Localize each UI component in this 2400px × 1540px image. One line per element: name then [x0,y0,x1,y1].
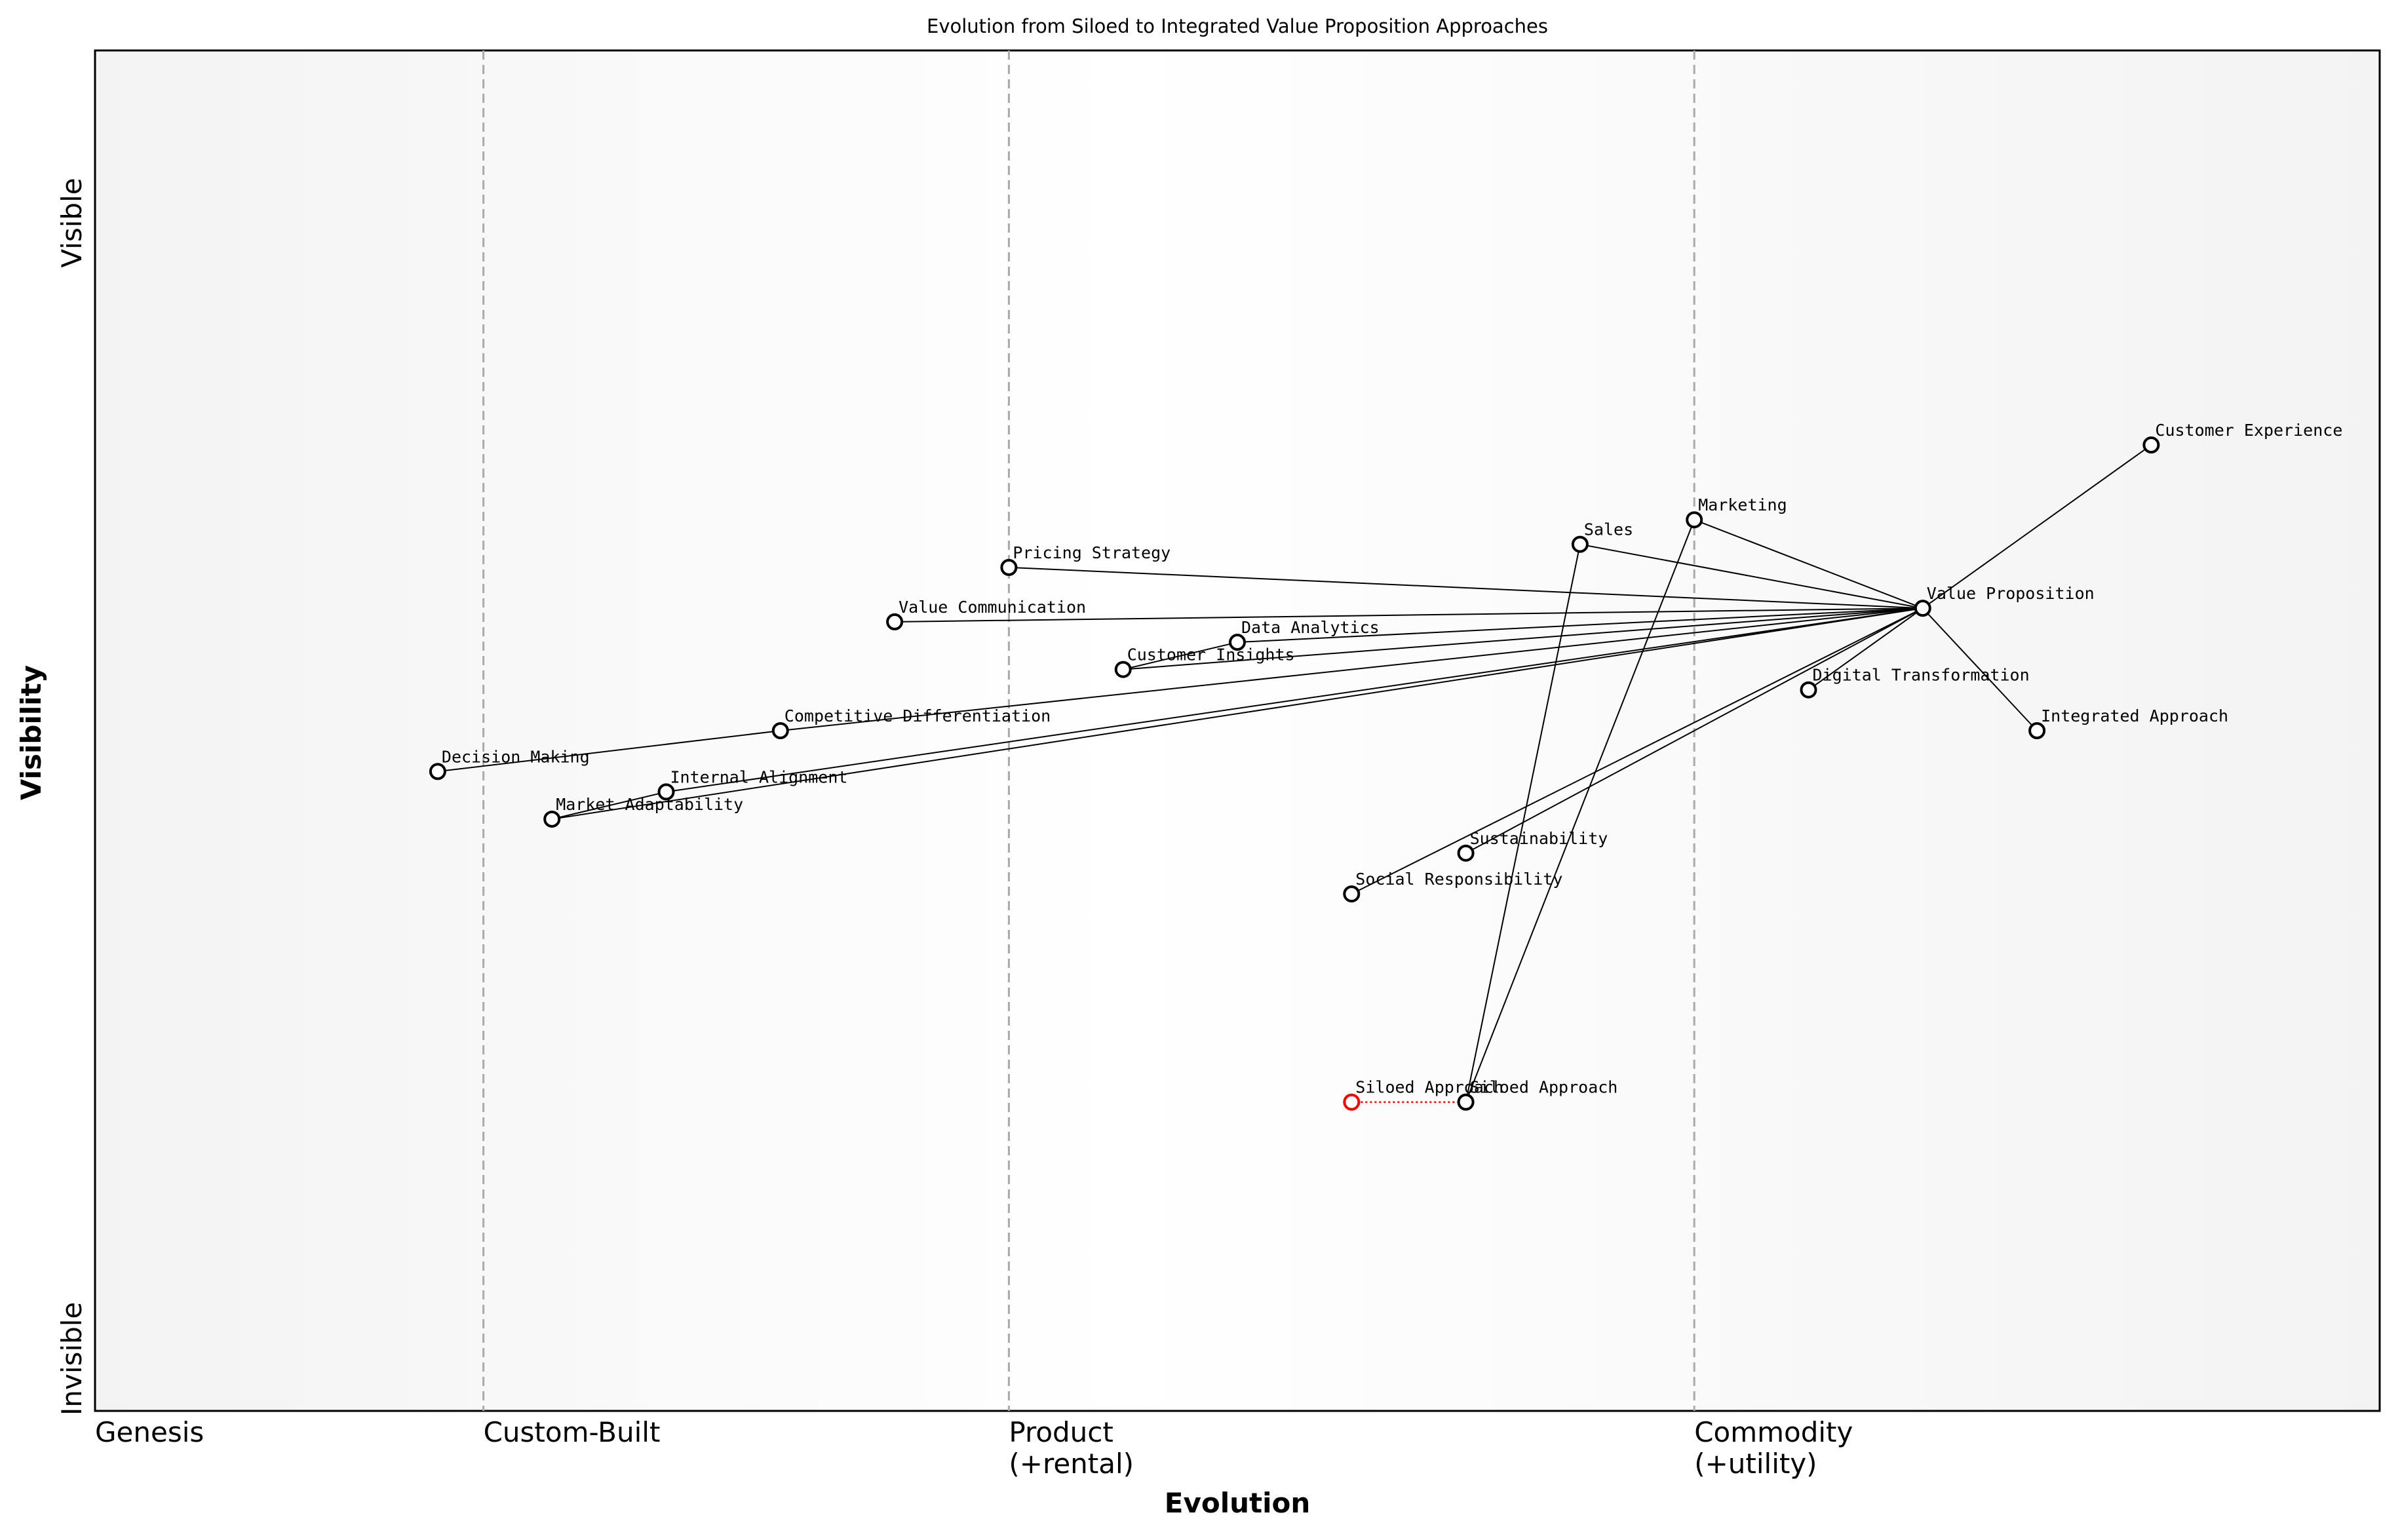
node-label: Integrated Approach [2041,706,2228,725]
link [1237,607,1923,644]
node [429,763,446,780]
node [657,783,675,801]
link [1123,642,1238,670]
stage-label: Product (+rental) [1009,1416,1134,1480]
node [1343,885,1361,903]
stage-label: Genesis [95,1416,204,1448]
node [1457,1093,1475,1111]
node-label: Digital Transformation [1813,666,2030,685]
link [1579,543,1923,609]
stage-label-line: (+rental) [1009,1448,1134,1480]
node [1571,535,1589,553]
link [551,791,667,820]
node-label: Siloed Approach [1470,1078,1618,1097]
stage-label-line: Genesis [95,1416,204,1448]
link [437,730,781,773]
node [771,722,789,739]
node-label: Internal Alignment [670,767,848,786]
link [1123,607,1923,670]
node [1343,1093,1361,1111]
stage-label: Custom-Built [484,1416,661,1448]
node-label: Data Analytics [1241,618,1380,637]
link [1009,566,1923,609]
plot-area [94,49,2381,1412]
node [2028,722,2046,739]
link [1465,607,1924,854]
node-label: Marketing [1698,495,1787,514]
node-label: Sales [1584,520,1633,539]
link [666,607,1923,793]
node-label: Value Proposition [1927,584,2095,603]
node [1914,600,1931,617]
node-label: Siloed Approach [1355,1078,1503,1097]
node-label: Sustainability [1470,829,1608,848]
link [1922,444,2152,609]
link [1694,519,1924,609]
map-title: Evolution from Siloed to Integrated Valu… [927,15,1548,37]
node [1457,844,1475,862]
node-label: Customer Experience [2155,421,2342,440]
node [1000,558,1018,576]
link [1808,607,1924,691]
link [552,607,1923,820]
node [886,613,904,630]
link [1922,607,2038,731]
node-label: Social Responsibility [1355,870,1562,889]
node [1229,634,1246,651]
y-top-label: Visible [56,178,88,267]
node-label: Pricing Strategy [1013,543,1171,562]
stage-label-line: Product [1009,1416,1113,1448]
link [1351,607,1924,895]
y-bottom-label: Invisible [56,1302,88,1415]
node-label: Customer Insights [1127,645,1295,664]
node [1800,681,1817,699]
stage-label-line: (+utility) [1694,1448,1817,1480]
node [1114,661,1132,678]
stage-label-line: Commodity [1694,1416,1853,1448]
node [543,810,561,828]
link [1465,519,1695,1103]
stage-label: Commodity (+utility) [1694,1416,1853,1480]
link [1465,544,1581,1102]
node-label: Market Adaptability [556,795,743,814]
link [895,607,1923,623]
node-label: Decision Making [442,747,590,766]
node [2142,436,2160,454]
node-label: Value Communication [899,598,1086,617]
node-label: Competitive Differentiation [784,706,1051,725]
node [1686,511,1703,529]
stage-label-line: Custom-Built [484,1416,661,1448]
y-axis-title: Visibility [15,665,47,800]
x-axis-title: Evolution [1165,1487,1310,1519]
link [780,607,1923,731]
